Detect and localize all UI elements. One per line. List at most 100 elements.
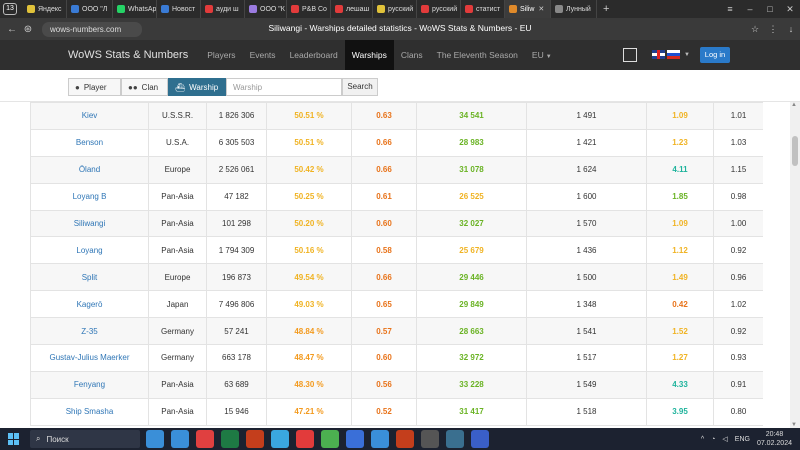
- browser-tab[interactable]: статист: [461, 0, 505, 18]
- theme-toggle[interactable]: [623, 48, 637, 62]
- close-window-icon[interactable]: ✕: [786, 3, 794, 14]
- ship-name-link[interactable]: Loyang B: [30, 182, 149, 211]
- taskbar-app-icon[interactable]: [471, 430, 489, 448]
- download-icon[interactable]: ↓: [788, 23, 794, 34]
- ship-name-link[interactable]: Kagerō: [30, 290, 149, 319]
- chevron-down-icon: ▼: [545, 54, 552, 60]
- ship-name-link[interactable]: Öland: [30, 155, 149, 184]
- clock[interactable]: 20:48 07.02.2024: [757, 430, 792, 448]
- menu-icon[interactable]: ≡: [727, 3, 733, 14]
- table-row[interactable]: Split Europe 196 873 49.54 % 0.66 29 446 1 500…: [30, 263, 763, 292]
- table-row[interactable]: Fenyang Pan-Asia 63 689 48.30 % 0.56 33 228 1 …: [30, 370, 763, 399]
- extensions-icon[interactable]: ⋮: [768, 23, 778, 34]
- users-icon: ●●: [128, 82, 138, 92]
- browser-tab[interactable]: лешаш: [331, 0, 373, 18]
- player-filter-button[interactable]: ● Player: [68, 78, 121, 96]
- table-row[interactable]: Gustav-Julius Maerker Germany 663 178 48.47…: [30, 344, 763, 372]
- ship-name-link[interactable]: Loyang: [30, 236, 149, 265]
- search-button[interactable]: Search: [342, 78, 378, 96]
- nation-cell: Japan: [148, 290, 207, 319]
- browser-tab[interactable]: Яндекс: [23, 0, 67, 18]
- browser-tab[interactable]: Siliw ✕: [505, 0, 551, 18]
- table-row[interactable]: Ship Smasha Pan-Asia 15 946 47.21 % 0.52 31 4…: [30, 397, 763, 426]
- table-row[interactable]: Loyang B Pan-Asia 47 182 50.25 % 0.61 26 525 1…: [30, 182, 763, 211]
- taskbar-app-icon[interactable]: [396, 430, 414, 448]
- table-row[interactable]: Siliwangi Pan-Asia 101 298 50.20 % 0.60 32 02…: [30, 209, 763, 238]
- browser-tab[interactable]: WhatsAp: [113, 0, 157, 18]
- bookmark-icon[interactable]: ☆: [750, 23, 760, 34]
- nav-link-clans[interactable]: Clans: [394, 40, 430, 70]
- browser-tab[interactable]: русский: [373, 0, 417, 18]
- xp-cell: 1 624: [526, 155, 647, 184]
- volume-icon[interactable]: ◁: [722, 436, 728, 443]
- close-tab-icon[interactable]: ✕: [538, 6, 545, 13]
- taskbar-app-icon[interactable]: [296, 430, 314, 448]
- tab-count-button[interactable]: 13: [3, 3, 17, 15]
- browser-tab[interactable]: P&B Co: [287, 0, 331, 18]
- browser-tab[interactable]: Новост: [157, 0, 201, 18]
- page-scrollbar[interactable]: ▲ ▼: [790, 102, 800, 428]
- table-row[interactable]: Benson U.S.A. 6 305 503 50.51 % 0.66 28 983 1 …: [30, 128, 763, 157]
- ship-name-link[interactable]: Kiev: [30, 102, 149, 130]
- taskbar-app-icon[interactable]: [371, 430, 389, 448]
- table-row[interactable]: Öland Europe 2 526 061 50.42 % 0.66 31 078 1 6…: [30, 155, 763, 184]
- ship-name-link[interactable]: Siliwangi: [30, 209, 149, 238]
- maximize-icon[interactable]: □: [767, 3, 773, 14]
- ship-name-link[interactable]: Split: [30, 263, 149, 292]
- tab-label: Новост: [172, 5, 196, 13]
- clan-filter-button[interactable]: ●● Clan: [121, 78, 168, 96]
- taskbar-search[interactable]: ⌕ Поиск: [30, 430, 140, 448]
- taskbar-app-icon[interactable]: [321, 430, 339, 448]
- new-tab-icon[interactable]: +: [603, 3, 610, 15]
- taskbar-app-icon[interactable]: [271, 430, 289, 448]
- table-row[interactable]: Kiev U.S.S.R. 1 826 306 50.51 % 0.63 34 541 1 …: [30, 102, 763, 130]
- nav-link-players[interactable]: Players: [200, 40, 242, 70]
- taskbar-app-icon[interactable]: [221, 430, 239, 448]
- browser-tab[interactable]: ауди ш: [201, 0, 245, 18]
- minimize-icon[interactable]: –: [747, 3, 753, 14]
- nav-link-warships[interactable]: Warships: [344, 40, 394, 70]
- ship-name-link[interactable]: Z-35: [30, 317, 149, 346]
- ship-name-link[interactable]: Benson: [30, 128, 149, 157]
- nav-link-events[interactable]: Events: [243, 40, 283, 70]
- browser-tab[interactable]: русский: [417, 0, 461, 18]
- warship-search-input[interactable]: [226, 78, 342, 96]
- browser-tab[interactable]: Лунный: [551, 0, 597, 18]
- xp-cell: 1 541: [526, 317, 647, 346]
- scrollbar-thumb[interactable]: [792, 136, 798, 166]
- nav-link-the-eleventh-season[interactable]: The Eleventh Season: [430, 40, 525, 70]
- site-brand[interactable]: WoWS Stats & Numbers: [68, 49, 189, 61]
- taskbar-app-icon[interactable]: [171, 430, 189, 448]
- taskbar-app-icon[interactable]: [421, 430, 439, 448]
- nation-cell: Pan-Asia: [148, 182, 207, 211]
- tab-favicon-icon: [161, 5, 169, 13]
- scroll-down-icon[interactable]: ▼: [791, 422, 797, 428]
- ship-name-link[interactable]: Fenyang: [30, 370, 149, 399]
- table-row[interactable]: Loyang Pan-Asia 1 794 309 50.16 % 0.58 25 679…: [30, 236, 763, 265]
- taskbar-app-icon[interactable]: [246, 430, 264, 448]
- table-row[interactable]: Kagerō Japan 7 496 806 49.03 % 0.65 29 849 1 3…: [30, 290, 763, 319]
- back-icon[interactable]: ←: [7, 23, 17, 35]
- language-indicator[interactable]: ENG: [734, 435, 750, 443]
- nav-link-eu[interactable]: EU ▼: [525, 40, 559, 70]
- nav-link-leaderboard[interactable]: Leaderboard: [283, 40, 345, 70]
- table-row[interactable]: Z-35 Germany 57 241 48.84 % 0.57 28 663 1 541 1…: [30, 317, 763, 346]
- ship-name-link[interactable]: Ship Smasha: [30, 397, 149, 426]
- language-selector[interactable]: ▼: [652, 50, 690, 59]
- ship-name-link[interactable]: Gustav-Julius Maerker: [30, 344, 149, 372]
- taskbar-app-icon[interactable]: [196, 430, 214, 448]
- taskbar-app-icon[interactable]: [146, 430, 164, 448]
- scroll-up-icon[interactable]: ▲: [791, 102, 797, 108]
- url-field[interactable]: wows-numbers.com: [42, 21, 142, 37]
- browser-tab[interactable]: ООО "К: [245, 0, 287, 18]
- battles-cell: 47 182: [206, 182, 267, 211]
- chevron-up-icon[interactable]: ^: [700, 435, 705, 443]
- browser-tab[interactable]: ООО "Л: [67, 0, 113, 18]
- taskbar-app-icon[interactable]: [446, 430, 464, 448]
- shield-icon[interactable]: ⊛: [23, 23, 33, 35]
- windows-start-icon[interactable]: [8, 433, 20, 445]
- warship-filter-button[interactable]: ⛴ Warship: [168, 78, 226, 96]
- network-icon[interactable]: ◔: [711, 435, 716, 443]
- taskbar-app-icon[interactable]: [346, 430, 364, 448]
- login-button[interactable]: Log in: [700, 47, 730, 63]
